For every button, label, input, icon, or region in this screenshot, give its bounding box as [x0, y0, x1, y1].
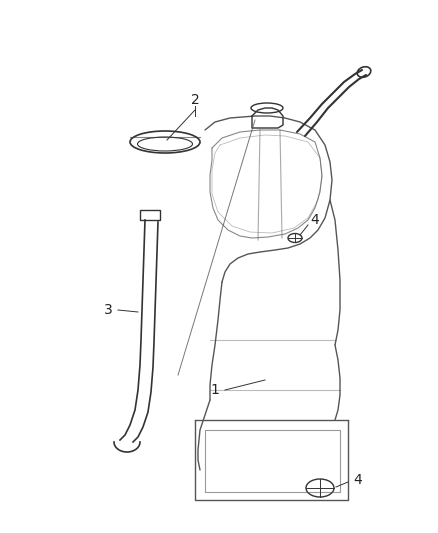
Text: 3: 3	[104, 303, 113, 317]
Text: 2: 2	[191, 93, 199, 107]
Text: 1: 1	[211, 383, 219, 397]
Text: 4: 4	[353, 473, 362, 487]
Text: 4: 4	[311, 213, 319, 227]
